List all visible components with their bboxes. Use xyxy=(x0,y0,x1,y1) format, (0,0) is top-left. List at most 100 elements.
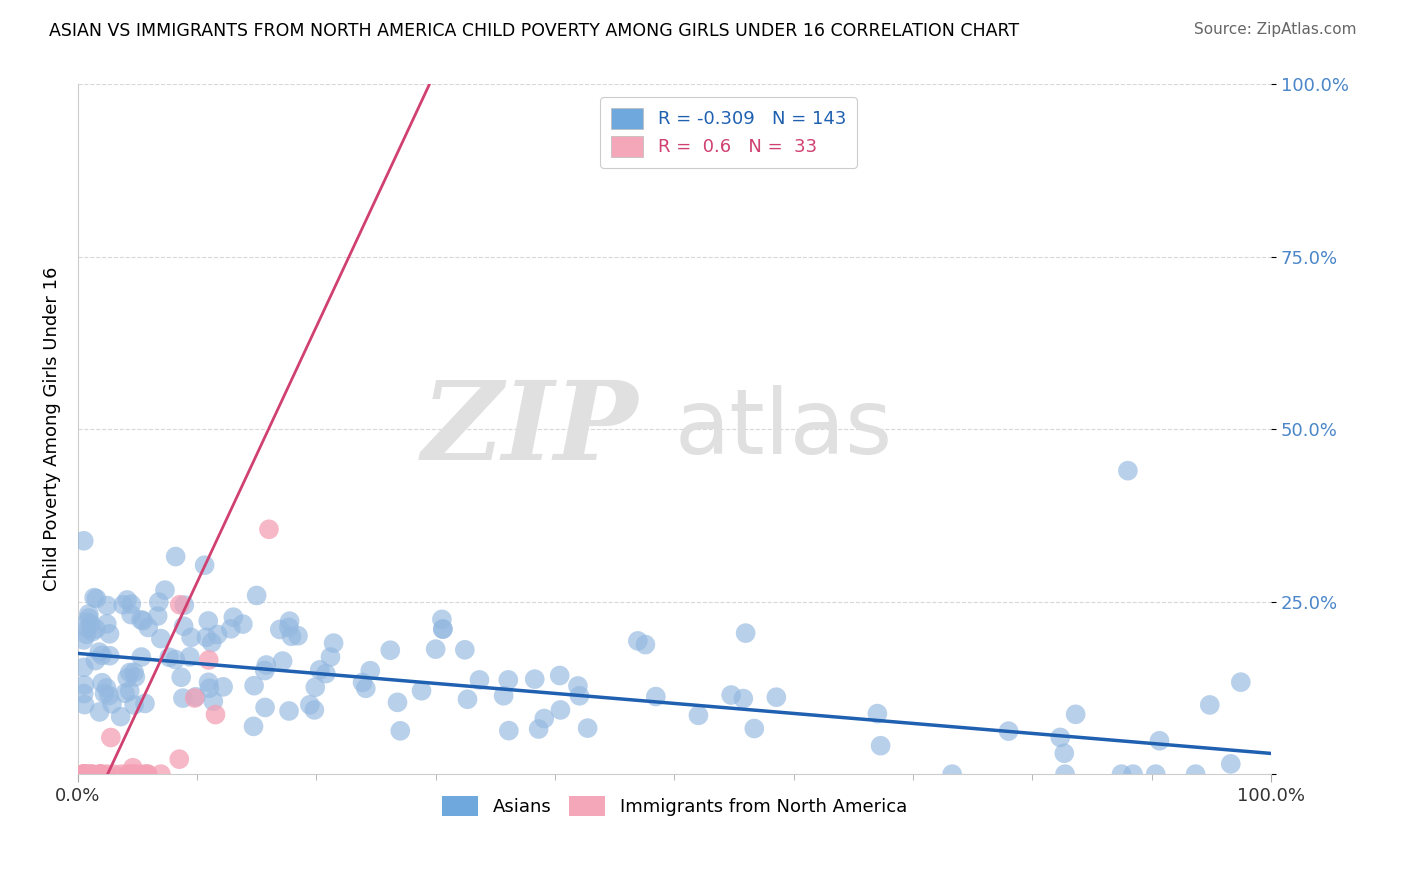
Point xyxy=(576,721,599,735)
Point xyxy=(1198,698,1220,712)
Point xyxy=(183,690,205,705)
Point xyxy=(121,767,143,781)
Point xyxy=(1053,767,1076,781)
Point xyxy=(129,613,152,627)
Point xyxy=(278,704,301,718)
Point xyxy=(148,595,170,609)
Point xyxy=(124,670,146,684)
Point xyxy=(118,684,141,698)
Point xyxy=(89,767,111,781)
Point xyxy=(89,645,111,659)
Point xyxy=(115,593,138,607)
Point xyxy=(1144,767,1167,781)
Point xyxy=(254,700,277,714)
Point xyxy=(380,643,402,657)
Point xyxy=(153,583,176,598)
Point xyxy=(86,591,108,606)
Point xyxy=(98,648,121,663)
Point xyxy=(180,631,202,645)
Point xyxy=(120,597,142,611)
Point xyxy=(202,694,225,708)
Point xyxy=(533,712,555,726)
Point xyxy=(468,673,491,687)
Point xyxy=(82,767,104,781)
Point xyxy=(169,752,191,766)
Point xyxy=(73,533,96,548)
Point xyxy=(269,623,291,637)
Point xyxy=(134,697,156,711)
Point xyxy=(734,626,756,640)
Point xyxy=(550,703,572,717)
Point xyxy=(1219,756,1241,771)
Point xyxy=(866,706,889,721)
Point xyxy=(242,719,264,733)
Point xyxy=(80,617,103,632)
Point xyxy=(173,598,195,612)
Point xyxy=(1229,675,1251,690)
Point xyxy=(184,690,207,704)
Point xyxy=(765,690,787,705)
Point xyxy=(89,767,111,781)
Point xyxy=(73,767,96,781)
Point xyxy=(165,549,187,564)
Point xyxy=(322,636,344,650)
Point xyxy=(742,722,765,736)
Point xyxy=(73,767,96,781)
Point xyxy=(277,620,299,634)
Point xyxy=(432,622,454,636)
Point xyxy=(96,599,118,613)
Point xyxy=(101,697,124,711)
Point xyxy=(96,616,118,631)
Point xyxy=(997,724,1019,739)
Point xyxy=(172,691,194,706)
Point xyxy=(197,653,219,667)
Point xyxy=(157,650,180,665)
Point xyxy=(548,668,571,682)
Point xyxy=(103,767,125,781)
Point xyxy=(91,675,114,690)
Point xyxy=(1149,733,1171,747)
Point xyxy=(77,767,100,781)
Point xyxy=(627,633,650,648)
Point xyxy=(197,614,219,628)
Point xyxy=(454,642,477,657)
Point xyxy=(634,638,657,652)
Point xyxy=(73,698,96,712)
Point xyxy=(869,739,891,753)
Point xyxy=(287,629,309,643)
Point xyxy=(387,695,409,709)
Point xyxy=(114,686,136,700)
Point xyxy=(96,767,118,781)
Point xyxy=(720,688,742,702)
Point xyxy=(73,660,96,674)
Point xyxy=(194,558,217,573)
Point xyxy=(146,609,169,624)
Point xyxy=(941,767,963,781)
Point xyxy=(90,767,112,781)
Point xyxy=(98,627,121,641)
Point xyxy=(73,767,96,781)
Point xyxy=(688,708,710,723)
Point xyxy=(198,681,221,696)
Point xyxy=(96,681,118,695)
Point xyxy=(120,607,142,622)
Point xyxy=(359,664,381,678)
Point xyxy=(112,598,135,612)
Point xyxy=(219,622,242,636)
Point xyxy=(1184,767,1206,781)
Point xyxy=(73,767,96,781)
Point xyxy=(212,680,235,694)
Point xyxy=(173,619,195,633)
Point xyxy=(568,689,591,703)
Point xyxy=(110,709,132,723)
Point xyxy=(457,692,479,706)
Point xyxy=(77,607,100,621)
Point xyxy=(254,658,277,673)
Point xyxy=(75,627,97,641)
Point xyxy=(136,767,159,781)
Point xyxy=(89,705,111,719)
Point xyxy=(127,767,149,781)
Point xyxy=(271,654,294,668)
Point xyxy=(425,642,447,657)
Point xyxy=(73,632,96,647)
